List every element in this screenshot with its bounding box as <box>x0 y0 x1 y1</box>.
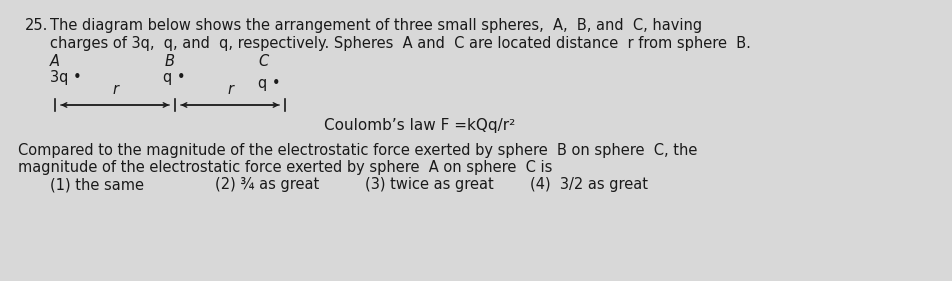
Text: 3q •: 3q • <box>50 70 82 85</box>
Text: The diagram below shows the arrangement of three small spheres,  A,  B, and  C, : The diagram below shows the arrangement … <box>50 18 703 33</box>
Text: r: r <box>227 82 233 97</box>
Text: (2) ¾ as great: (2) ¾ as great <box>215 177 319 192</box>
Text: (1) the same: (1) the same <box>50 177 144 192</box>
Text: r: r <box>112 82 118 97</box>
Text: charges of 3q,  q, and  q, respectively. Spheres  A and  C are located distance : charges of 3q, q, and q, respectively. S… <box>50 36 751 51</box>
Text: Compared to the magnitude of the electrostatic force exerted by sphere  B on sph: Compared to the magnitude of the electro… <box>18 143 698 158</box>
Text: (3) twice as great: (3) twice as great <box>365 177 494 192</box>
Text: magnitude of the electrostatic force exerted by sphere  A on sphere  C is: magnitude of the electrostatic force exe… <box>18 160 552 175</box>
Text: C: C <box>258 54 268 69</box>
Text: q •: q • <box>258 76 281 91</box>
Text: (4)  3/2 as great: (4) 3/2 as great <box>530 177 648 192</box>
Text: 25.: 25. <box>25 18 49 33</box>
Text: B: B <box>165 54 175 69</box>
Text: A: A <box>50 54 60 69</box>
Text: Coulomb’s law F =kQq/r²: Coulomb’s law F =kQq/r² <box>325 118 516 133</box>
Text: q •: q • <box>163 70 186 85</box>
